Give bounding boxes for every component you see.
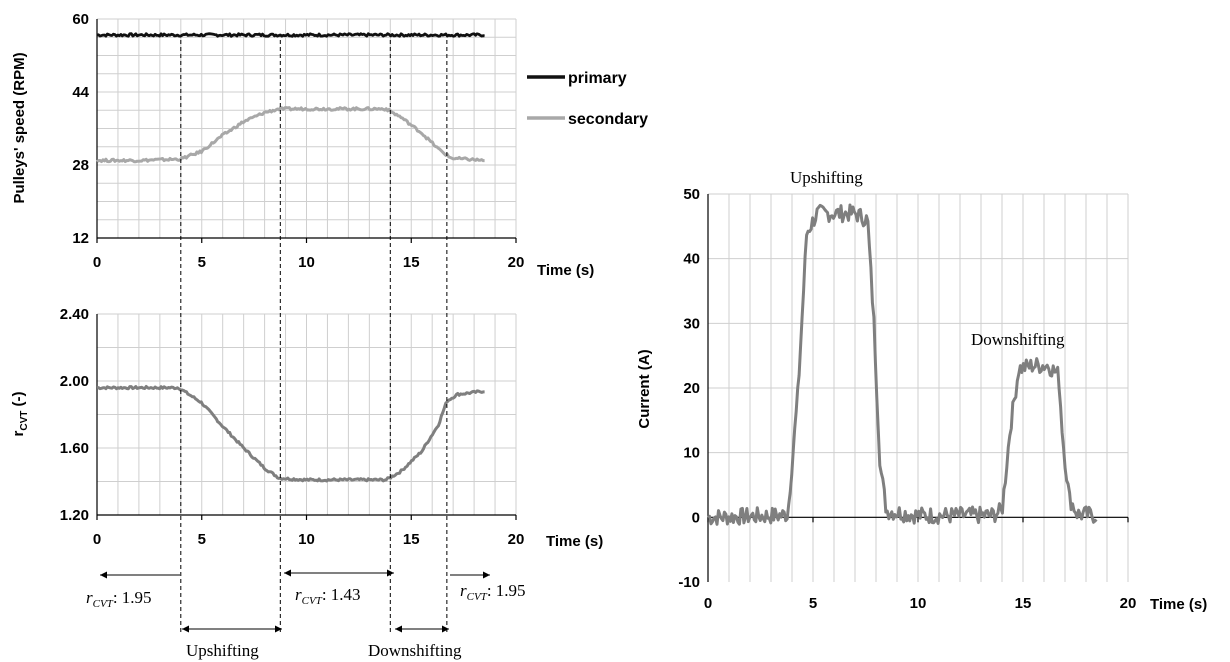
steady3-arrow — [450, 571, 490, 579]
legend-primary-label: primary — [568, 70, 627, 87]
primary-series-line — [96, 32, 485, 38]
y-tick-label: 10 — [683, 445, 700, 462]
ratio-x-axis-title: Time (s) — [546, 533, 603, 550]
x-tick-label: 10 — [910, 595, 927, 612]
speed-series — [96, 32, 485, 164]
y-tick-label: 40 — [683, 251, 700, 268]
y-tick-label: 30 — [683, 315, 700, 332]
y-tick-label: 60 — [72, 11, 89, 28]
downshifting-label: Downshifting — [368, 641, 462, 660]
speed-gridlines — [97, 18, 517, 238]
y-tick-label: 2.00 — [60, 373, 89, 390]
steady1-arrow — [100, 571, 180, 579]
svg-text:rCVT (-): rCVT (-) — [10, 391, 30, 436]
x-tick-label: 5 — [198, 531, 206, 548]
ratio-series-line — [96, 385, 485, 483]
x-tick-label: 20 — [508, 254, 525, 271]
current-y-axis-title: Current (A) — [636, 349, 653, 428]
x-tick-label: 10 — [298, 254, 315, 271]
upshifting-arrow — [182, 625, 282, 633]
current-series — [707, 203, 1098, 526]
ratio-gridlines — [97, 313, 517, 515]
ratio-annotations: rCVT: 1.95 rCVT: 1.43 rCVT: 1.95 Upshift… — [86, 569, 526, 660]
x-tick-label: 0 — [704, 595, 712, 612]
current-x-axis-title: Time (s) — [1150, 596, 1207, 613]
x-tick-label: 0 — [93, 254, 101, 271]
legend-secondary-label: secondary — [568, 111, 648, 128]
ratio-y-subscript: CVT — [19, 411, 30, 431]
x-tick-label: 0 — [93, 531, 101, 548]
speed-tick-labels: 0 5 10 15 20 12 28 44 60 — [72, 11, 524, 271]
x-tick-label: 10 — [298, 531, 315, 548]
speed-y-axis-title: Pulleys' speed (RPM) — [11, 52, 28, 203]
y-tick-label: 0 — [692, 509, 700, 526]
ratio-chart: 0 5 10 15 20 1.20 1.60 2.00 2.40 rCVT (-) Time (… — [10, 306, 603, 550]
ratio-y-symbol: r — [10, 431, 27, 437]
steady3-label: rCVT: 1.95 — [460, 581, 526, 603]
upshifting-label: Upshifting — [186, 641, 259, 660]
x-tick-label: 15 — [403, 254, 420, 271]
phase-divider-lines — [180, 40, 448, 634]
y-tick-label: 12 — [72, 230, 89, 247]
speed-x-axis-title: Time (s) — [537, 262, 594, 279]
y-tick-label: 1.60 — [60, 440, 89, 457]
x-tick-label: 5 — [198, 254, 206, 271]
steady1-label: rCVT: 1.95 — [86, 588, 152, 610]
steady2-label: rCVT: 1.43 — [295, 585, 361, 607]
speed-legend: primary secondary — [527, 70, 648, 128]
ratio-y-axis-title: rCVT (-) — [10, 391, 30, 436]
ratio-series — [96, 385, 485, 483]
current-series-line — [707, 203, 1098, 526]
current-upshifting-label: Upshifting — [790, 168, 863, 187]
x-tick-label: 15 — [403, 531, 420, 548]
downshifting-arrow — [395, 625, 449, 633]
x-tick-label: 20 — [1120, 595, 1137, 612]
y-tick-label: 44 — [72, 84, 89, 101]
ratio-tick-labels: 0 5 10 15 20 1.20 1.60 2.00 2.40 — [60, 306, 525, 548]
steady2-arrow — [284, 569, 394, 577]
x-tick-label: 5 — [809, 595, 817, 612]
y-tick-label: 2.40 — [60, 306, 89, 323]
x-tick-label: 15 — [1015, 595, 1032, 612]
y-tick-label: 28 — [72, 157, 89, 174]
y-tick-label: 50 — [683, 186, 700, 203]
current-downshifting-label: Downshifting — [971, 330, 1065, 349]
speed-chart: 0 5 10 15 20 12 28 44 60 Pulleys' speed (RPM) Ti… — [11, 11, 648, 279]
y-tick-label: -10 — [678, 574, 700, 591]
x-tick-label: 20 — [508, 531, 525, 548]
secondary-series-line — [96, 106, 485, 164]
y-tick-label: 20 — [683, 380, 700, 397]
y-tick-label: 1.20 — [60, 507, 89, 524]
